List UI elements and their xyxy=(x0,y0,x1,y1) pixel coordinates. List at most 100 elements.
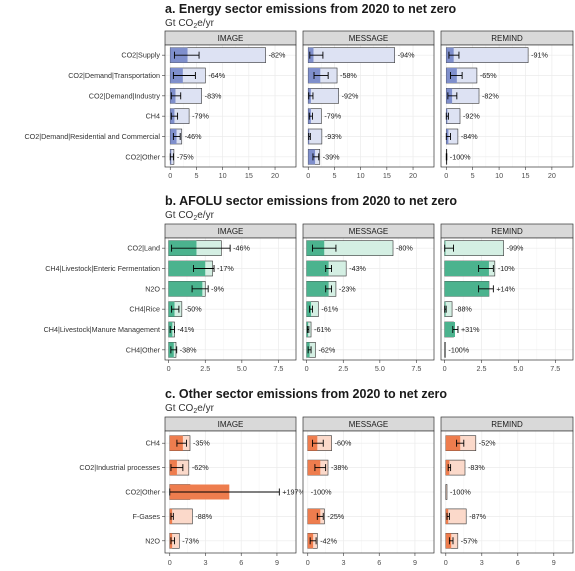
panel-strip-label: MESSAGE xyxy=(349,420,389,429)
data-label: -60% xyxy=(335,439,352,448)
plot-background xyxy=(441,238,573,360)
bar-net-zero xyxy=(445,435,461,451)
data-label: -80% xyxy=(396,244,413,253)
x-tick-label: 15 xyxy=(245,171,253,180)
data-label: -94% xyxy=(398,51,415,60)
data-label: -38% xyxy=(180,345,197,354)
panel-message: MESSAGE -94% -58% -92% -79% -93% -39% 0 5 10 15 20 xyxy=(302,30,435,180)
data-label: -87% xyxy=(469,512,486,521)
data-label: -100% xyxy=(450,152,471,161)
category-label: CO2|Other xyxy=(125,152,160,161)
x-tick-label: 20 xyxy=(548,171,556,180)
data-label: -42% xyxy=(320,536,337,545)
data-label: -100% xyxy=(448,345,469,354)
panel-remind: REMIND -52% -83% -100% -87% -57% 0 3 6 9 xyxy=(440,416,574,567)
panel-border xyxy=(164,237,297,361)
bar-net-zero xyxy=(306,301,312,317)
data-label: -100% xyxy=(450,488,471,497)
data-label: +31% xyxy=(461,325,480,334)
data-label: -52% xyxy=(479,439,496,448)
x-tick-label: 2.5 xyxy=(477,364,487,373)
data-label: -82% xyxy=(482,91,499,100)
x-tick-label: 2.5 xyxy=(338,364,348,373)
panel-remind: REMIND -99% -10% +14% -88% +31% -100% 0 2.5 5.0 7.… xyxy=(440,223,574,373)
category-label: CO2|Other xyxy=(125,488,160,497)
unit-tail: e/yr xyxy=(197,403,214,414)
data-label: +197% xyxy=(282,488,305,497)
x-tick-label: 2.5 xyxy=(200,364,210,373)
chart-section-1: b. AFOLU sector emissions from 2020 to n… xyxy=(44,194,574,373)
unit-subscript: 2 xyxy=(193,23,197,30)
data-label: -10% xyxy=(498,264,515,273)
panel-image: IMAGE -35% -62% +197% -88% -73% 0 3 6 9 xyxy=(164,416,306,567)
panel-border xyxy=(302,430,435,554)
unit-main: Gt CO xyxy=(165,403,194,414)
category-label: CH4|Rice xyxy=(129,305,160,314)
panel-strip-label: REMIND xyxy=(491,227,523,236)
unit-subscript: 2 xyxy=(193,408,197,415)
data-label: -58% xyxy=(340,71,357,80)
panel-border xyxy=(302,237,435,361)
category-label: CH4 xyxy=(146,439,160,448)
panel-border xyxy=(440,237,574,361)
category-label: CH4 xyxy=(146,112,160,121)
section-title: c. Other sector emissions from 2020 to n… xyxy=(165,387,447,401)
unit-tail: e/yr xyxy=(197,18,214,29)
bar-2020 xyxy=(445,484,448,500)
section-unit: Gt CO2e/yr xyxy=(165,403,215,415)
x-tick-label: 6 xyxy=(516,558,520,567)
data-label: -92% xyxy=(342,91,359,100)
x-tick-label: 10 xyxy=(495,171,503,180)
data-label: -88% xyxy=(195,512,212,521)
panel-border xyxy=(164,44,297,168)
chart-section-0: a. Energy sector emissions from 2020 to … xyxy=(24,2,574,180)
panel-message: MESSAGE -60% -38% -100% -25% -42% 0 3 6 9 xyxy=(302,416,435,567)
category-label: CO2|Demand|Transportation xyxy=(68,71,160,80)
x-tick-label: 7.5 xyxy=(273,364,283,373)
data-label: -79% xyxy=(324,112,341,121)
bar-net-zero xyxy=(308,149,316,165)
data-label: -82% xyxy=(269,51,286,60)
x-tick-label: 0 xyxy=(444,171,448,180)
bar-net-zero xyxy=(306,281,329,297)
x-tick-label: 5 xyxy=(471,171,475,180)
bar-net-zero xyxy=(445,533,452,549)
unit-tail: e/yr xyxy=(197,210,214,221)
x-tick-label: 7.5 xyxy=(550,364,560,373)
data-label: -79% xyxy=(192,112,209,121)
panel-strip-label: IMAGE xyxy=(218,227,244,236)
panel-strip-label: IMAGE xyxy=(218,420,244,429)
data-label: -50% xyxy=(185,305,202,314)
x-tick-label: 3 xyxy=(341,558,345,567)
category-label: CH4|Livestock|Manure Management xyxy=(44,325,160,334)
x-tick-label: 5 xyxy=(194,171,198,180)
data-label: -61% xyxy=(314,325,331,334)
x-tick-label: 0 xyxy=(305,364,309,373)
x-tick-label: 0 xyxy=(168,171,172,180)
data-label: -88% xyxy=(455,305,472,314)
category-label: N2O xyxy=(145,284,160,293)
data-label: -83% xyxy=(468,463,485,472)
bar-net-zero xyxy=(307,460,321,476)
x-tick-label: 9 xyxy=(413,558,417,567)
x-tick-label: 0 xyxy=(306,171,310,180)
section-unit: Gt CO2e/yr xyxy=(165,210,215,222)
category-label: F-Gases xyxy=(132,512,160,521)
x-tick-label: 15 xyxy=(521,171,529,180)
section-title: b. AFOLU sector emissions from 2020 to n… xyxy=(165,194,457,208)
data-label: -99% xyxy=(507,244,524,253)
data-label: -65% xyxy=(480,71,497,80)
data-label: -35% xyxy=(193,439,210,448)
x-tick-label: 9 xyxy=(552,558,556,567)
plot-background xyxy=(441,45,573,167)
data-label: -73% xyxy=(182,536,199,545)
bar-net-zero xyxy=(444,281,489,297)
bar-net-zero xyxy=(168,261,206,276)
data-label: -39% xyxy=(323,152,340,161)
x-tick-label: 6 xyxy=(239,558,243,567)
bar-net-zero xyxy=(169,435,183,451)
data-label: -93% xyxy=(325,132,342,141)
data-label: -64% xyxy=(208,71,225,80)
category-label: CO2|Industrial processes xyxy=(79,463,160,472)
